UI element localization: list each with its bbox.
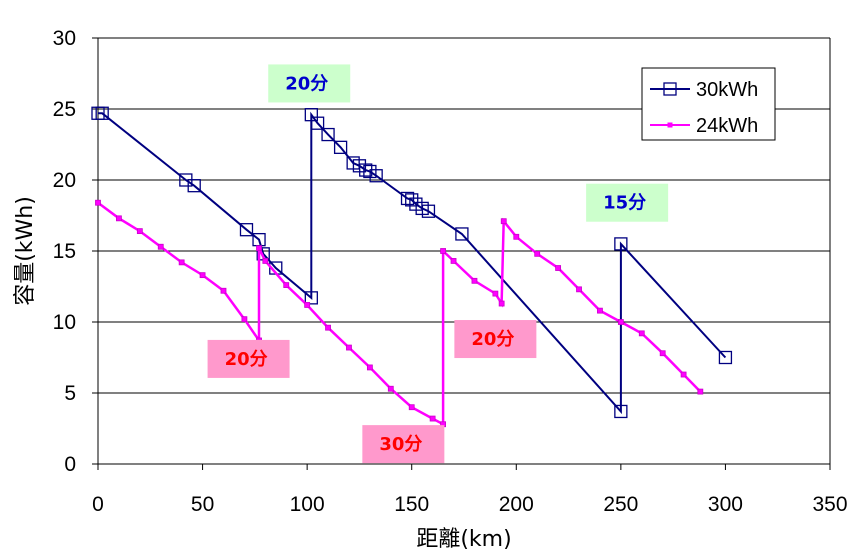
x-tick-label: 0	[92, 493, 104, 516]
y-axis-title: 容量(kWh)	[13, 196, 38, 306]
y-tick-label: 0	[64, 453, 76, 476]
data-point-30kWh	[455, 227, 469, 241]
data-point-30kWh	[369, 169, 383, 183]
x-tick-label: 200	[499, 493, 534, 516]
data-point-24kWh	[498, 300, 505, 307]
legend: 30kWh 24kWh	[641, 67, 776, 141]
data-point-24kWh	[366, 364, 373, 371]
data-point-24kWh	[220, 287, 227, 294]
annotation-box	[207, 339, 290, 378]
annotation-box	[454, 320, 537, 359]
data-point-24kWh	[387, 385, 394, 392]
legend-swatch-marker	[667, 122, 673, 128]
data-point-24kWh	[157, 243, 164, 250]
annotation-box	[586, 183, 669, 222]
data-point-30kWh	[239, 223, 254, 237]
legend-box	[641, 67, 776, 141]
annotation-label: 20分	[225, 349, 268, 370]
data-point-24kWh	[116, 215, 122, 222]
data-point-30kWh	[333, 140, 348, 154]
data-point-24kWh	[659, 350, 666, 357]
data-point-24kWh	[555, 265, 562, 271]
x-tick-label: 250	[603, 493, 638, 516]
data-point-24kWh	[283, 282, 290, 288]
x-tick-label: 100	[290, 493, 325, 516]
data-point-24kWh	[440, 248, 446, 254]
annotation-box	[268, 64, 351, 103]
data-point-24kWh	[576, 286, 582, 293]
data-point-24kWh	[408, 404, 415, 411]
annotation-label: 15分	[603, 193, 646, 214]
data-point-24kWh	[492, 290, 499, 297]
data-point-24kWh	[199, 272, 206, 279]
annotation-label: 30分	[379, 434, 422, 455]
annotation-box	[362, 425, 445, 464]
data-point-24kWh	[680, 371, 687, 378]
data-point-24kWh	[429, 415, 436, 422]
data-point-24kWh	[513, 233, 520, 240]
legend-label: 24kWh	[696, 115, 758, 137]
data-point-30kWh	[187, 179, 201, 193]
data-point-30kWh	[405, 193, 419, 207]
x-tick-label: 300	[708, 493, 743, 516]
data-point-30kWh	[614, 404, 628, 419]
annotation-layer: 20分 15分 20分 30分 20分	[207, 64, 669, 464]
data-point-30kWh	[718, 350, 733, 365]
data-point-24kWh	[262, 258, 269, 264]
data-point-30kWh	[95, 106, 109, 120]
data-point-24kWh	[534, 250, 541, 257]
data-point-24kWh	[617, 319, 624, 325]
data-point-24kWh	[325, 324, 331, 331]
legend-label: 30kWh	[696, 79, 758, 101]
data-point-30kWh	[310, 116, 325, 130]
y-tick-label: 20	[53, 169, 76, 192]
data-point-24kWh	[95, 199, 101, 206]
data-point-24kWh	[471, 277, 478, 284]
data-point-24kWh	[638, 330, 645, 337]
y-tick-label: 15	[53, 240, 76, 263]
data-point-24kWh	[597, 307, 603, 314]
data-point-24kWh	[500, 218, 507, 225]
annotation-label: 20分	[285, 73, 328, 94]
data-point-24kWh	[178, 259, 185, 266]
data-point-30kWh	[421, 204, 436, 218]
y-tick-label: 5	[64, 382, 76, 405]
x-axis-title: 距離(km)	[416, 527, 511, 552]
data-point-30kWh	[614, 237, 628, 251]
data-point-30kWh	[304, 291, 318, 305]
series-line-24kWh	[97, 201, 702, 427]
y-tick-label: 10	[53, 311, 76, 334]
x-tick-label: 150	[394, 493, 429, 516]
legend-swatch-marker	[663, 82, 677, 96]
annotation-label: 20分	[471, 329, 514, 350]
x-tick-label: 350	[812, 493, 847, 516]
data-point-24kWh	[136, 228, 143, 235]
data-point-30kWh	[321, 127, 335, 142]
x-tick-label: 50	[191, 493, 214, 516]
data-point-24kWh	[241, 316, 248, 323]
y-tick-label: 25	[53, 98, 76, 121]
y-tick-label: 30	[53, 27, 76, 50]
data-point-24kWh	[450, 258, 457, 264]
data-point-24kWh	[256, 245, 262, 252]
data-point-24kWh	[697, 388, 704, 395]
data-point-24kWh	[346, 344, 352, 351]
data-point-24kWh	[304, 302, 311, 308]
